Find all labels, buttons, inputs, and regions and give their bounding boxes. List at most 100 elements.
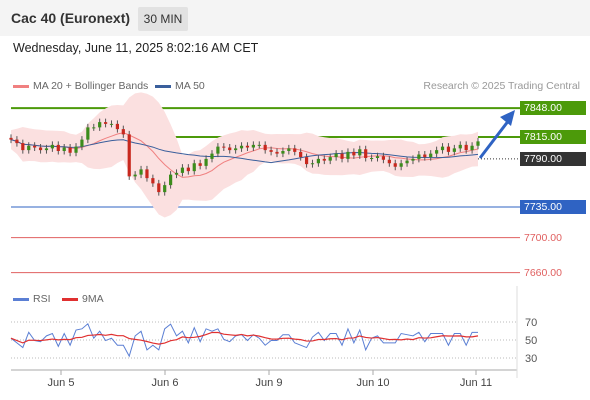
candle-body [180, 167, 185, 173]
timeframe-button[interactable]: 30 MIN [138, 7, 188, 31]
candle-body [92, 127, 96, 129]
rsi-tick-label: 70 [525, 317, 537, 329]
candle-body [387, 159, 391, 164]
candle-body [281, 151, 285, 154]
legend-rsi: RSI [33, 293, 51, 305]
candle-body [293, 148, 297, 152]
candle-body [257, 144, 261, 146]
candle-body [263, 144, 267, 151]
rsi-tick-label: 50 [525, 335, 537, 347]
candle-body [38, 147, 43, 151]
legend-ma50: MA 50 [175, 80, 205, 92]
candle-body [464, 144, 468, 151]
candle-body [68, 147, 72, 153]
level-label-7815.00: 7815.00 [520, 130, 586, 144]
candle-body [476, 141, 480, 146]
candle-body [62, 147, 66, 151]
candle-body [458, 144, 462, 149]
candle-body [369, 158, 374, 159]
candle-body [435, 150, 439, 154]
candle-body [275, 151, 279, 154]
candle-body [80, 139, 84, 147]
candle-body [375, 156, 380, 158]
candle-body [222, 146, 226, 148]
candle-body [121, 129, 125, 135]
candle-body [423, 154, 427, 158]
candle-body [393, 163, 397, 167]
level-label-7790.00: 7790.00 [520, 151, 586, 166]
candle-body [440, 146, 445, 151]
candle-body [44, 148, 49, 151]
candle-body [50, 144, 54, 149]
legend-ma20: MA 20 + Bollinger Bands [33, 80, 149, 92]
candle-body [204, 158, 208, 166]
9ma-swatch [62, 298, 78, 301]
timestamp: Wednesday, June 11, 2025 8:02:16 AM CET [13, 41, 259, 55]
candle-body [429, 153, 433, 158]
header-bar [0, 0, 590, 36]
candle-body [316, 158, 320, 164]
candle-body [322, 158, 326, 161]
candle-body [15, 139, 19, 144]
candle-body [346, 151, 350, 159]
candle-body [115, 123, 120, 130]
candle-body [417, 154, 421, 159]
credit-text: Research © 2025 Trading Central [423, 80, 580, 92]
candle-body [245, 145, 250, 148]
candle-body [192, 163, 196, 172]
bollinger-band [11, 92, 478, 218]
candle-body [127, 134, 131, 177]
candle-body [133, 174, 137, 177]
candle-body [145, 169, 149, 179]
candle-body [157, 183, 161, 193]
candle-body [210, 153, 214, 159]
candle-body [228, 147, 232, 151]
candle-body [86, 127, 90, 140]
candle-body [151, 178, 155, 184]
candle-body [470, 145, 474, 151]
candle-body [98, 122, 102, 128]
candle-body [405, 160, 409, 164]
candle-body [174, 172, 179, 175]
rsi-tick-label: 30 [525, 353, 537, 365]
candle-body [287, 148, 291, 151]
instrument-title: Cac 40 (Euronext) [11, 10, 131, 26]
x-tick-label: Jun 9 [256, 377, 283, 389]
candle-body [304, 157, 309, 165]
rsi-swatch [13, 298, 29, 301]
candle-body [340, 153, 344, 159]
rsi-9ma-line [10, 331, 479, 345]
candle-body [21, 143, 25, 151]
candle-body [364, 149, 368, 158]
level-label-7735.00: 7735.00 [520, 200, 586, 214]
candle-body [399, 163, 403, 167]
candle-body [9, 137, 13, 140]
rsi-line [10, 322, 478, 358]
candle-body [109, 123, 114, 125]
candle-body [411, 158, 415, 161]
candle-body [328, 157, 332, 161]
level-label-7700.00: 7700.00 [524, 231, 562, 244]
level-label-7848.00: 7848.00 [520, 101, 586, 116]
legend-9ma: 9MA [82, 293, 104, 305]
candle-body [74, 146, 78, 153]
candle-body [299, 151, 303, 158]
x-tick-label: Jun 6 [152, 377, 179, 389]
candle-body [163, 185, 167, 193]
x-tick-label: Jun 11 [460, 377, 492, 389]
candle-body [239, 145, 244, 149]
x-tick-label: Jun 5 [48, 377, 75, 389]
level-label-7660.00: 7660.00 [524, 266, 562, 279]
ma50-line [10, 139, 479, 164]
forecast-arrow [478, 119, 511, 159]
candle-body [334, 153, 338, 158]
candle-body [169, 174, 173, 186]
candle-body [446, 146, 451, 152]
candle-body [56, 144, 60, 151]
candle-body [358, 149, 362, 156]
candle-body [198, 163, 202, 166]
candle-body [381, 156, 386, 160]
ma50-swatch [155, 85, 171, 88]
candle-body [27, 145, 31, 151]
